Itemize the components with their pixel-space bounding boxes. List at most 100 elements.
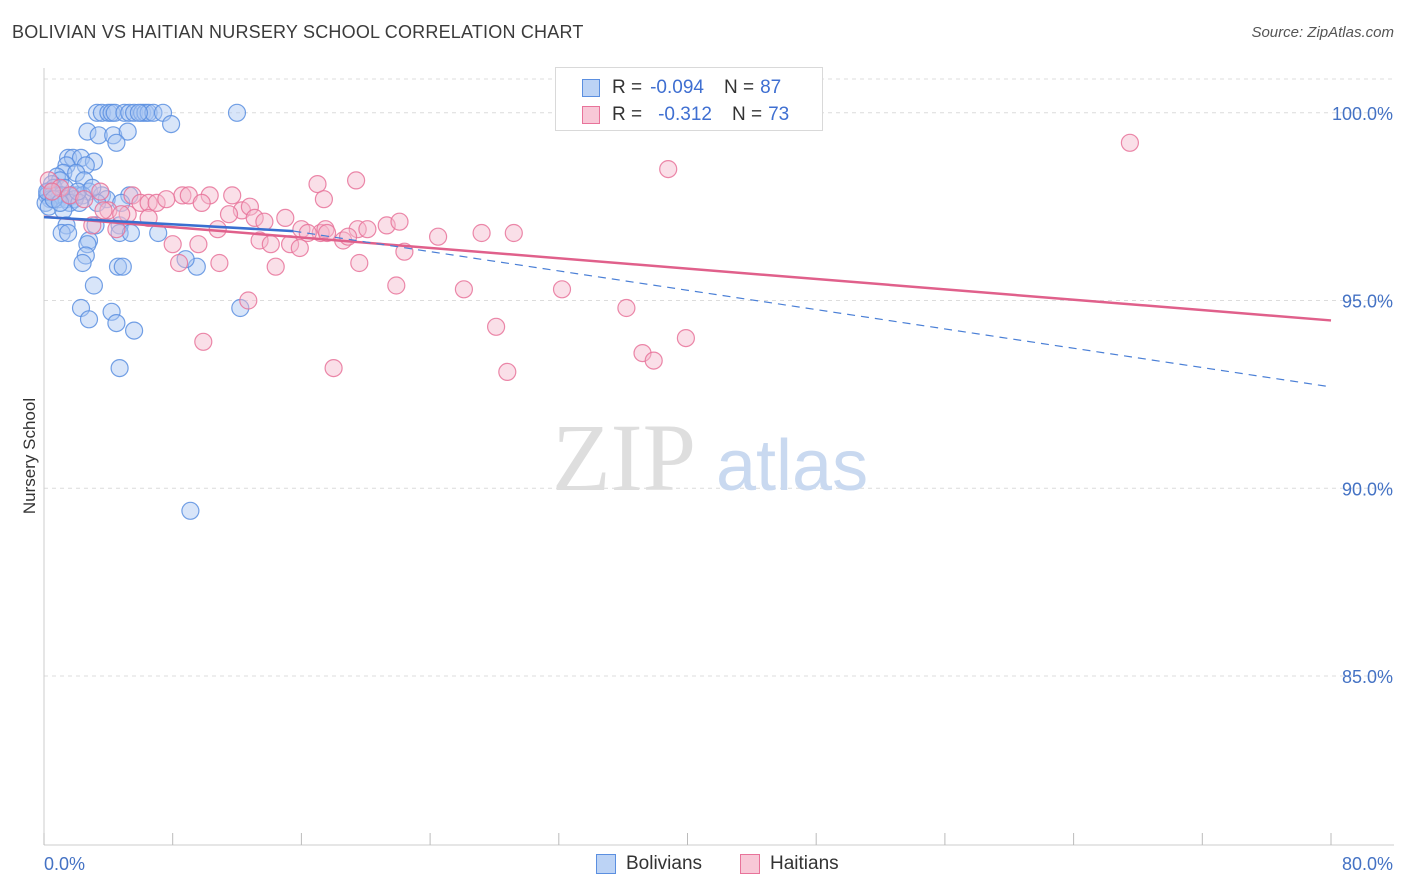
haitian-point bbox=[644, 351, 663, 370]
legend-row-bolivians: R = -0.094 N = 87 bbox=[556, 74, 781, 102]
haitian-point bbox=[324, 359, 343, 378]
y-tick-label: 85.0% bbox=[1342, 667, 1393, 687]
haitian-point bbox=[498, 362, 517, 381]
haitian-point bbox=[390, 212, 409, 231]
bolivian-point bbox=[92, 103, 112, 122]
haitian-point bbox=[210, 253, 229, 273]
bolivian-point bbox=[58, 223, 78, 243]
stats-legend: R = -0.094 N = 87 R = -0.312 N = 73 bbox=[555, 67, 823, 131]
haitian-point bbox=[504, 223, 523, 243]
haitian-point bbox=[348, 220, 367, 239]
haitian-point bbox=[245, 208, 264, 227]
bolivian-point bbox=[129, 103, 148, 122]
x-tick-label: 80.0% bbox=[1342, 854, 1393, 874]
legend-swatch-haitians bbox=[582, 106, 600, 124]
y-tick-label: 90.0% bbox=[1342, 479, 1393, 499]
bolivians-points bbox=[36, 103, 250, 520]
haitian-point bbox=[1120, 133, 1140, 152]
bolivian-point bbox=[181, 501, 200, 520]
haitian-point bbox=[358, 220, 377, 239]
bolivian-point bbox=[52, 223, 71, 243]
bolivian-point bbox=[162, 114, 181, 134]
y-tick-labels: 100.0% 95.0% 90.0% 85.0% bbox=[1332, 104, 1393, 687]
source-label: Source: ZipAtlas.com bbox=[1251, 24, 1394, 41]
bottom-legend-label-haitians: Haitians bbox=[770, 853, 839, 874]
haitian-point bbox=[219, 205, 239, 224]
bolivian-point bbox=[115, 103, 134, 122]
haitian-point bbox=[163, 235, 182, 254]
watermark-atlas: atlas bbox=[716, 426, 868, 506]
bolivian-point bbox=[89, 126, 108, 145]
legend-n-value: 73 bbox=[768, 104, 790, 125]
x-tick-label: 0.0% bbox=[44, 854, 85, 874]
bottom-legend-haitians: Haitians bbox=[740, 852, 839, 876]
legend-r-label: R = bbox=[612, 104, 643, 125]
haitian-point bbox=[350, 253, 369, 273]
haitian-point bbox=[617, 298, 636, 318]
haitian-point bbox=[314, 190, 333, 209]
bolivian-point bbox=[76, 156, 95, 175]
bolivian-point bbox=[107, 314, 126, 333]
bolivian-point bbox=[120, 103, 139, 122]
haitian-point bbox=[454, 280, 473, 299]
haitian-point bbox=[42, 182, 62, 201]
haitians-points bbox=[39, 103, 1140, 381]
haitian-point bbox=[75, 190, 94, 209]
bolivian-point bbox=[78, 122, 97, 141]
gridlines bbox=[44, 78, 1394, 677]
bottom-legend-swatch-bolivians bbox=[596, 854, 616, 874]
haitian-point bbox=[276, 208, 295, 227]
haitian-point bbox=[347, 171, 366, 190]
haitian-point bbox=[223, 186, 242, 205]
y-axis-title: Nursery School bbox=[20, 398, 39, 514]
chart-title: BOLIVIAN VS HAITIAN NURSERY SCHOOL CORRE… bbox=[12, 22, 584, 42]
x-tick-labels: 0.0% 80.0% bbox=[44, 854, 1393, 874]
legend-r-value: -0.312 bbox=[658, 104, 712, 125]
legend-n-label: N = bbox=[731, 104, 763, 125]
haitian-point bbox=[429, 227, 448, 246]
haitian-point bbox=[240, 197, 259, 216]
bolivian-point bbox=[144, 103, 163, 122]
bolivian-point bbox=[113, 257, 132, 276]
haitian-point bbox=[60, 186, 79, 205]
bolivian-point bbox=[125, 321, 144, 340]
bolivians-trend-dashed bbox=[293, 230, 1332, 388]
legend-n-label: N = bbox=[723, 77, 755, 98]
bolivian-point bbox=[110, 359, 129, 378]
haitian-point bbox=[290, 238, 309, 258]
y-tick-label: 100.0% bbox=[1332, 104, 1393, 124]
bolivians-trend-line bbox=[43, 215, 294, 233]
haitian-point bbox=[147, 193, 166, 212]
haitian-point bbox=[308, 175, 327, 194]
haitian-point bbox=[266, 257, 285, 276]
haitian-point bbox=[192, 193, 211, 212]
bolivian-point bbox=[73, 253, 92, 273]
haitian-point bbox=[91, 182, 110, 201]
haitian-point bbox=[395, 242, 414, 261]
haitian-point bbox=[170, 253, 189, 273]
legend-r-value: -0.094 bbox=[650, 77, 704, 98]
bolivian-point bbox=[84, 276, 104, 295]
bolivian-point bbox=[107, 133, 126, 152]
haitian-point bbox=[387, 276, 406, 295]
bottom-legend-bolivians: Bolivians bbox=[596, 852, 702, 876]
haitian-point bbox=[94, 201, 113, 220]
haitian-point bbox=[487, 317, 506, 336]
haitian-point bbox=[189, 235, 208, 254]
haitian-point bbox=[239, 291, 258, 310]
x-ticks bbox=[43, 833, 1332, 845]
haitian-point bbox=[261, 235, 280, 254]
watermark: ZIP atlas bbox=[552, 404, 868, 511]
haitian-point bbox=[318, 223, 337, 243]
bolivian-point bbox=[118, 122, 137, 141]
haitian-point bbox=[676, 329, 696, 348]
bolivian-point bbox=[102, 302, 121, 321]
bolivian-point bbox=[227, 103, 247, 122]
bottom-legend-swatch-haitians bbox=[740, 854, 760, 874]
legend-row-haitians: R = -0.312 N = 73 bbox=[556, 101, 789, 129]
legend-n-value: 87 bbox=[760, 77, 782, 98]
haitian-point bbox=[472, 223, 491, 243]
haitian-point bbox=[552, 280, 572, 299]
watermark-zip: ZIP bbox=[552, 404, 696, 511]
